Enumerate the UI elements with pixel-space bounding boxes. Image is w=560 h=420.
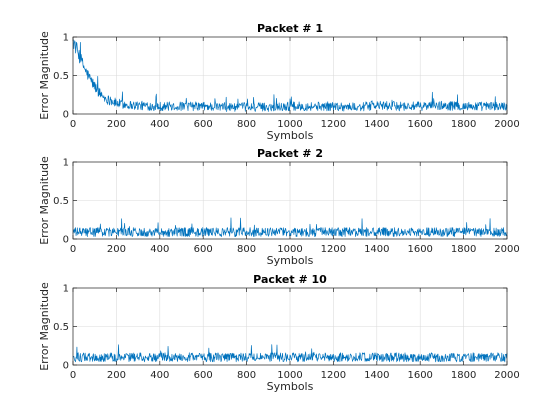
series-line-1	[72, 39, 508, 112]
x-tick-label: 0	[70, 370, 76, 381]
x-tick-label: 1400	[364, 370, 389, 381]
x-tick-label: 2000	[494, 244, 519, 255]
x-tick-label: 800	[237, 244, 256, 255]
y-tick-label: 0	[63, 361, 69, 372]
x-tick-label: 1600	[407, 119, 432, 130]
x-tick-label: 200	[107, 370, 126, 381]
x-tick-label: 1800	[451, 370, 476, 381]
x-tick-label: 1600	[407, 370, 432, 381]
y-tick-label: 1	[63, 158, 69, 169]
y-axis-label: Error Magnitude	[38, 31, 51, 120]
x-axis-label: Symbols	[267, 380, 314, 393]
series-line-1	[72, 344, 508, 363]
x-tick-label: 1000	[277, 244, 302, 255]
x-tick-label: 1400	[364, 244, 389, 255]
x-tick-label: 1000	[277, 119, 302, 130]
x-tick-label: 1200	[321, 244, 346, 255]
y-tick-label: 0	[63, 110, 69, 121]
x-tick-label: 1200	[321, 119, 346, 130]
subplot-1: 0 200 400 600 800 1000 1200 1400 1600 1800 2000 0 0.…	[38, 22, 520, 142]
y-tick-label: 0	[63, 235, 69, 246]
x-tick-label: 2000	[494, 370, 519, 381]
y-axis-label: Error Magnitude	[38, 282, 51, 371]
x-tick-label: 2000	[494, 119, 519, 130]
y-tick-label: 0.5	[53, 322, 69, 333]
x-tick-label: 800	[237, 370, 256, 381]
x-tick-label: 1800	[451, 244, 476, 255]
x-axis-label: Symbols	[267, 254, 314, 267]
x-tick-label: 800	[237, 119, 256, 130]
x-tick-label: 1200	[321, 370, 346, 381]
chart-title: Packet # 2	[257, 147, 323, 160]
y-axis-label: Error Magnitude	[38, 156, 51, 245]
y-tick-label: 0.5	[53, 71, 69, 82]
x-tick-label: 1800	[451, 119, 476, 130]
x-tick-label: 200	[107, 119, 126, 130]
x-tick-label: 400	[150, 244, 169, 255]
x-tick-label: 1600	[407, 244, 432, 255]
y-tick-label: 1	[63, 284, 69, 295]
subplot-3: 0 200 400 600 800 1000 1200 1400 1600 1800 2000 0 0.…	[38, 273, 520, 393]
x-tick-label: 1400	[364, 119, 389, 130]
x-tick-label: 600	[194, 119, 213, 130]
subplot-2: 0 200 400 600 800 1000 1200 1400 1600 1800 2000 0 0.…	[38, 147, 520, 267]
chart-title: Packet # 1	[257, 22, 323, 35]
x-tick-label: 1000	[277, 370, 302, 381]
x-tick-label: 600	[194, 370, 213, 381]
y-tick-label: 1	[63, 33, 69, 44]
chart-title: Packet # 10	[253, 273, 327, 286]
x-tick-label: 0	[70, 119, 76, 130]
x-tick-label: 400	[150, 119, 169, 130]
x-tick-label: 600	[194, 244, 213, 255]
x-tick-label: 0	[70, 244, 76, 255]
x-tick-label: 400	[150, 370, 169, 381]
y-tick-label: 0.5	[53, 196, 69, 207]
x-axis-label: Symbols	[267, 129, 314, 142]
x-tick-label: 200	[107, 244, 126, 255]
